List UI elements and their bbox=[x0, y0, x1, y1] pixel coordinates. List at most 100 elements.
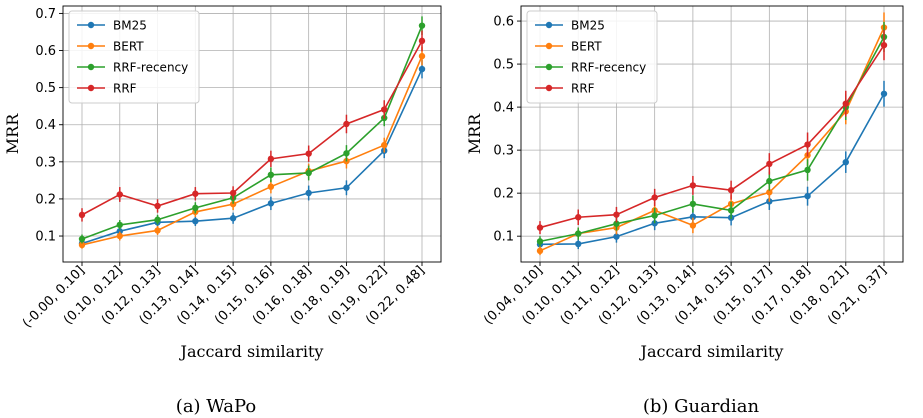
data-point bbox=[418, 65, 426, 73]
data-point bbox=[305, 150, 312, 157]
legend-label: BM25 bbox=[113, 19, 147, 33]
series-line bbox=[81, 55, 423, 246]
x-axis-label: Jaccard similarity bbox=[179, 342, 324, 361]
data-point bbox=[418, 22, 426, 29]
data-point bbox=[651, 212, 658, 219]
data-point bbox=[575, 240, 582, 248]
data-point bbox=[804, 166, 811, 174]
data-point bbox=[842, 158, 849, 166]
x-axis-label: Jaccard similarity bbox=[639, 342, 784, 361]
series-line bbox=[539, 36, 885, 243]
data-point bbox=[766, 160, 773, 168]
data-point bbox=[689, 200, 697, 208]
data-point bbox=[267, 155, 275, 163]
data-point bbox=[766, 189, 773, 196]
legend-marker bbox=[545, 21, 553, 29]
data-point bbox=[78, 211, 86, 219]
series-line bbox=[81, 25, 423, 240]
series-line bbox=[81, 40, 423, 216]
series-line bbox=[81, 68, 423, 245]
data-point bbox=[804, 141, 811, 148]
legend-label: BM25 bbox=[571, 19, 605, 33]
data-point bbox=[229, 189, 237, 197]
plot-frame bbox=[62, 5, 442, 263]
series-line bbox=[539, 44, 885, 229]
data-point bbox=[536, 224, 544, 231]
series-line bbox=[539, 27, 885, 252]
data-point bbox=[727, 186, 735, 194]
data-point bbox=[192, 190, 199, 197]
data-point bbox=[154, 216, 161, 223]
y-tick-label: 0.3 bbox=[35, 155, 56, 170]
data-point bbox=[536, 238, 544, 245]
data-point bbox=[613, 220, 620, 227]
data-point bbox=[613, 211, 620, 218]
data-point bbox=[78, 235, 86, 243]
data-point bbox=[880, 41, 888, 49]
data-point bbox=[78, 241, 86, 249]
data-point bbox=[575, 214, 582, 221]
data-point bbox=[880, 90, 888, 97]
data-point bbox=[727, 207, 735, 214]
legend-label: BERT bbox=[571, 40, 602, 54]
caption-guardian: (b) Guardian bbox=[643, 396, 760, 417]
y-tick-label: 0.6 bbox=[493, 15, 514, 30]
y-tick-label: 0.2 bbox=[35, 192, 56, 207]
data-point bbox=[381, 106, 388, 113]
data-point bbox=[343, 150, 350, 157]
y-tick-label: 0.4 bbox=[35, 118, 56, 133]
legend-label: RRF bbox=[571, 82, 595, 96]
data-point bbox=[116, 221, 123, 229]
y-tick-label: 0.3 bbox=[493, 144, 514, 159]
y-tick-label: 0.5 bbox=[35, 81, 56, 96]
legend-marker bbox=[87, 63, 95, 71]
data-point bbox=[267, 183, 275, 190]
data-point bbox=[381, 141, 388, 149]
y-tick-label: 0.2 bbox=[493, 187, 514, 202]
legend-box bbox=[526, 10, 658, 104]
data-point bbox=[418, 37, 426, 45]
y-tick-label: 0.7 bbox=[35, 7, 56, 22]
data-point bbox=[116, 191, 123, 198]
data-point bbox=[116, 228, 123, 235]
series-rrf-recency bbox=[536, 21, 888, 247]
data-point bbox=[418, 52, 426, 60]
series-rrf bbox=[536, 30, 888, 235]
series-line bbox=[539, 93, 885, 246]
chart-panel-2: 0.10.20.30.40.50.6(0.04, 0.10](0.10, 0.1… bbox=[465, 5, 904, 361]
y-tick-label: 0.1 bbox=[35, 230, 56, 245]
data-point bbox=[766, 177, 773, 185]
chart-panel-1: 0.10.20.30.40.50.60.7(-0.00, 0.10](0.10,… bbox=[3, 5, 442, 361]
data-point bbox=[842, 100, 849, 107]
legend-label: BERT bbox=[113, 40, 144, 54]
data-point bbox=[651, 194, 658, 201]
y-tick-label: 0.4 bbox=[493, 101, 514, 116]
y-tick-label: 0.1 bbox=[493, 230, 514, 245]
legend-marker bbox=[545, 42, 553, 50]
data-point bbox=[305, 189, 312, 197]
data-point bbox=[689, 222, 697, 229]
y-tick-label: 0.5 bbox=[493, 58, 514, 73]
data-point bbox=[305, 169, 312, 177]
data-point bbox=[192, 217, 199, 225]
series-rrf bbox=[78, 30, 426, 222]
series-bm25 bbox=[536, 80, 888, 250]
legend-label: RRF-recency bbox=[113, 61, 188, 75]
y-axis-label: MRR bbox=[465, 113, 484, 154]
data-point bbox=[689, 182, 697, 189]
data-point bbox=[116, 232, 123, 240]
plot-frame bbox=[520, 5, 904, 263]
legend-label: RRF-recency bbox=[571, 61, 646, 75]
data-point bbox=[343, 120, 350, 128]
data-point bbox=[575, 230, 582, 237]
legend-marker bbox=[87, 21, 95, 29]
data-point bbox=[613, 233, 620, 240]
legend: BM25 BERT RRF-recency RRF bbox=[526, 10, 658, 104]
caption-wapo: (a) WaPo bbox=[176, 396, 256, 417]
data-point bbox=[804, 192, 811, 200]
series-bm25 bbox=[78, 59, 426, 248]
data-point bbox=[267, 200, 275, 207]
data-point bbox=[343, 184, 350, 191]
data-point bbox=[267, 171, 275, 179]
